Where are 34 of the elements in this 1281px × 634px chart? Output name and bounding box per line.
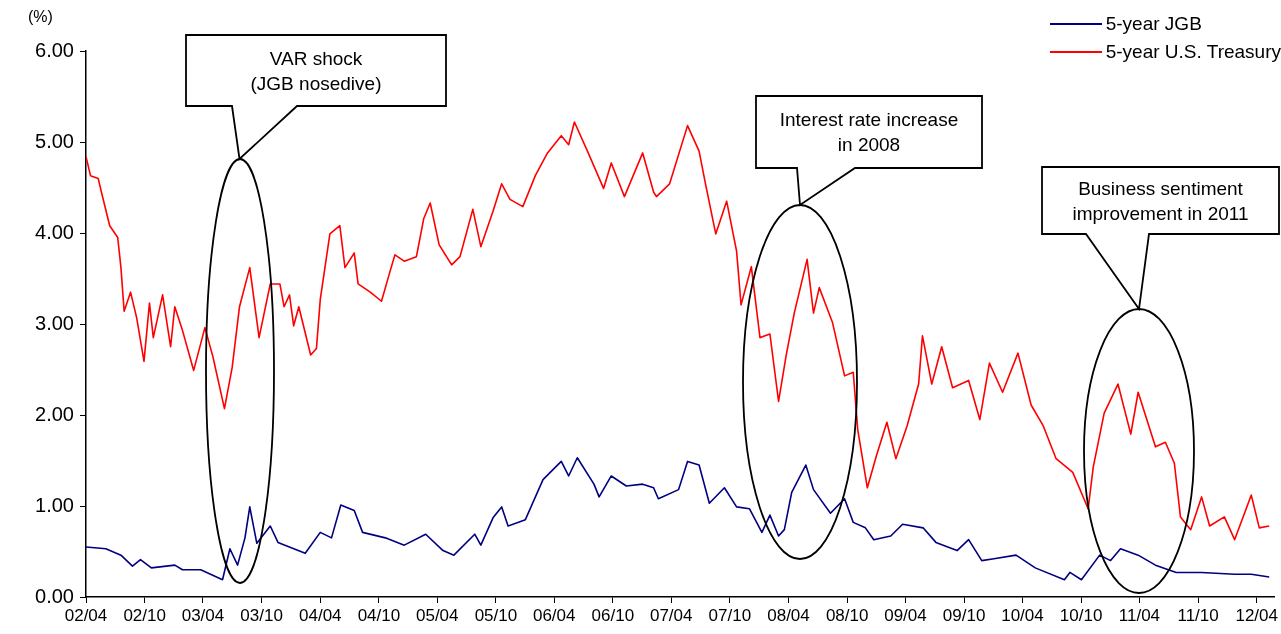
y-tick-label: 5.00	[35, 129, 74, 152]
y-tick-label: 4.00	[35, 220, 74, 243]
y-axis-title: (%)	[28, 8, 53, 26]
legend-label: 5-year JGB	[1105, 13, 1202, 35]
x-tick-label: 09/04	[884, 605, 927, 625]
x-tick-label: 08/04	[767, 605, 810, 625]
x-tick-label: 10/10	[1059, 605, 1103, 625]
x-tick-label: 07/10	[708, 605, 752, 625]
x-tick-label: 08/10	[825, 605, 869, 625]
x-tick-label: 11/10	[1177, 605, 1219, 625]
x-tick-label: 03/04	[181, 605, 225, 625]
x-tick-label: 11/04	[1118, 605, 1161, 625]
x-tick-label: 09/10	[942, 605, 986, 625]
x-tick-label: 07/04	[649, 605, 693, 625]
x-tick-label: 04/04	[299, 605, 342, 625]
y-tick-label: 6.00	[35, 38, 74, 61]
x-tick-label: 02/04	[64, 605, 108, 625]
x-tick-label: 02/10	[123, 605, 166, 625]
x-tick-label: 04/10	[357, 605, 401, 625]
y-tick-label: 3.00	[35, 311, 74, 334]
y-tick-label: 1.00	[35, 493, 74, 516]
x-tick-label: 05/04	[415, 605, 459, 625]
y-tick-label: 0.00	[35, 584, 74, 607]
legend-label: 5-year U.S. Treasury	[1105, 41, 1281, 63]
annotation: VAR shock (JGB nosedive)	[249, 46, 383, 96]
x-tick-label: 03/10	[240, 605, 283, 625]
x-tick-label: 05/10	[474, 605, 518, 625]
annotation: Business sentiment improvement in 2011	[1071, 176, 1250, 226]
y-tick-label: 2.00	[35, 402, 74, 425]
annotation: Interest rate increase in 2008	[778, 108, 960, 157]
x-tick-label: 10/04	[1001, 605, 1044, 625]
x-tick-label: 06/04	[532, 605, 576, 625]
x-tick-label: 06/10	[591, 605, 635, 625]
x-tick-label: 12/04	[1235, 605, 1278, 625]
